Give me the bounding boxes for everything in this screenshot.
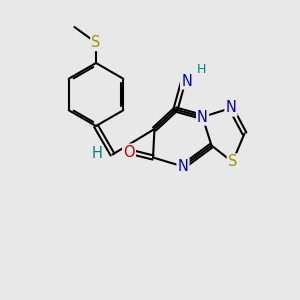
Text: O: O bbox=[123, 145, 135, 160]
Text: N: N bbox=[226, 100, 236, 116]
Text: H: H bbox=[197, 63, 206, 76]
Text: H: H bbox=[92, 146, 102, 160]
Text: S: S bbox=[91, 35, 101, 50]
Text: N: N bbox=[181, 74, 192, 88]
Text: N: N bbox=[178, 159, 188, 174]
Text: S: S bbox=[228, 154, 237, 169]
Text: N: N bbox=[197, 110, 208, 124]
